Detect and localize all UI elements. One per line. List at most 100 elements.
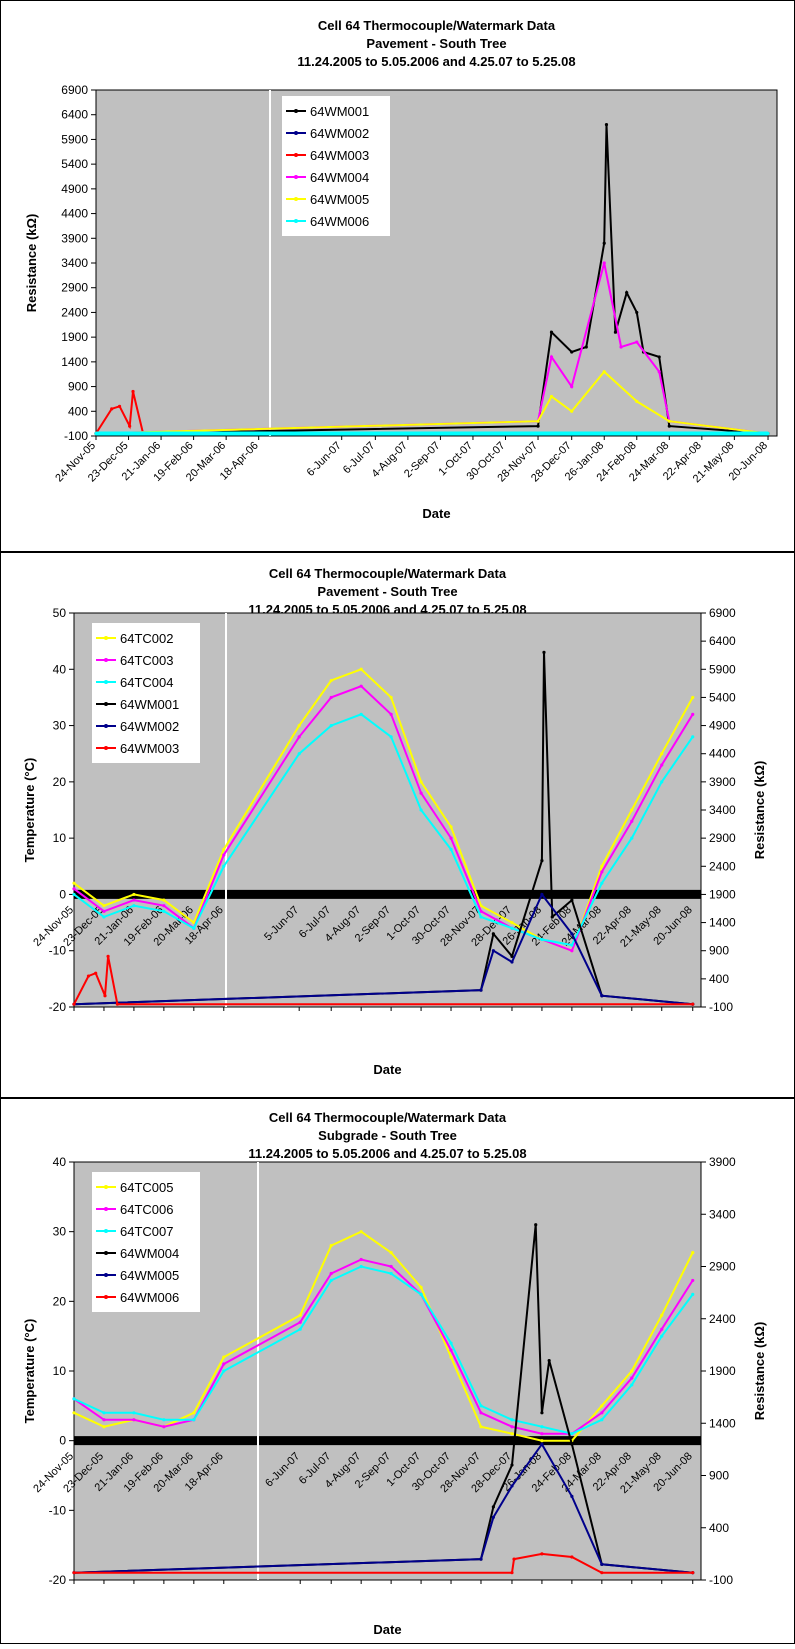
- data-point-64TC006: [329, 1271, 333, 1276]
- legend-marker: [294, 131, 298, 135]
- chart-subtitle: Subgrade - South Tree: [318, 1128, 457, 1143]
- data-point-64WM006: [766, 431, 770, 436]
- y-axis-label: Resistance (kΩ): [24, 214, 39, 313]
- data-point-64WM002: [479, 988, 483, 992]
- data-point-64TC004: [479, 915, 483, 919]
- data-point-64TC002: [102, 904, 106, 908]
- data-point-64TC007: [132, 1411, 136, 1415]
- data-point-64TC007: [329, 1278, 333, 1283]
- data-point-64TC003: [132, 898, 136, 902]
- legend-label: 64TC007: [120, 1224, 173, 1239]
- data-point-64TC002: [132, 892, 136, 897]
- data-point-64TC007: [660, 1334, 664, 1338]
- data-point-64WM003: [115, 1002, 119, 1006]
- y2-tick-label: 900: [709, 944, 729, 958]
- y2-axis-label: Resistance (kΩ): [752, 1322, 767, 1421]
- data-point-64WM001: [667, 424, 671, 428]
- legend: 64TC002 64TC003 64TC004 64WM001 64WM002 64WM0…: [92, 623, 200, 763]
- data-point-64TC002: [600, 864, 604, 868]
- x-tick-label: 6-Jun-07: [305, 440, 344, 479]
- chart-title: Cell 64 Thermocouple/Watermark Data: [269, 1110, 507, 1125]
- data-point-64TC002: [419, 780, 423, 784]
- data-point-64WM003: [128, 424, 132, 428]
- y2-tick-label: 3900: [709, 775, 736, 789]
- data-point-64WM003: [131, 389, 135, 394]
- data-point-64WM003: [94, 971, 98, 975]
- legend-label: 64WM003: [310, 148, 369, 163]
- y-tick-label: 40: [53, 662, 67, 676]
- data-point-64TC002: [162, 898, 166, 902]
- data-point-64TC005: [449, 1355, 453, 1359]
- data-point-64TC005: [691, 1250, 695, 1255]
- y2-tick-label: 6400: [709, 634, 736, 648]
- data-point-64TC005: [72, 1411, 76, 1415]
- data-point-64TC007: [540, 1425, 544, 1429]
- data-point-64TC006: [540, 1432, 544, 1436]
- data-point-64TC006: [222, 1362, 226, 1366]
- data-point-64WM006: [691, 1571, 695, 1575]
- legend-marker: [104, 636, 108, 640]
- data-point-64TC003: [329, 695, 333, 700]
- y-tick-label: -20: [49, 1573, 67, 1587]
- series-line-64TC007: [73, 1265, 694, 1435]
- data-point-64WM003: [72, 1002, 76, 1006]
- y-tick-label: -100: [64, 429, 88, 443]
- data-point-64WM004: [570, 1442, 574, 1446]
- y2-tick-label: 2400: [709, 1312, 736, 1326]
- data-point-64WM001: [635, 310, 639, 315]
- data-point-64TC005: [329, 1244, 333, 1248]
- legend-marker: [104, 1295, 108, 1299]
- data-point-64TC007: [570, 1432, 574, 1436]
- chart-subtitle: Pavement - South Tree: [317, 584, 457, 599]
- y2-tick-label: -100: [709, 1000, 733, 1014]
- data-point-64TC003: [630, 819, 634, 823]
- data-point-64WM001: [625, 291, 629, 295]
- data-point-64TC004: [102, 915, 106, 919]
- data-point-64TC005: [419, 1285, 423, 1289]
- data-point-64TC004: [132, 904, 136, 908]
- data-point-64TC002: [192, 920, 196, 925]
- y-tick-label: 2400: [61, 305, 88, 319]
- data-point-64WM006: [600, 1571, 604, 1575]
- data-point-64WM006: [72, 1571, 76, 1575]
- legend-marker: [104, 724, 108, 728]
- data-point-64WM005: [536, 419, 540, 423]
- data-point-64TC003: [389, 712, 393, 716]
- y2-tick-label: 1900: [709, 1364, 736, 1378]
- data-point-64TC006: [510, 1425, 514, 1429]
- data-point-64TC002: [691, 695, 695, 700]
- legend-marker: [294, 197, 298, 201]
- data-point-64TC006: [691, 1278, 695, 1283]
- data-point-64TC005: [510, 1432, 514, 1436]
- y-tick-label: -20: [49, 1000, 67, 1014]
- legend-marker: [294, 175, 298, 179]
- y-tick-label: 6900: [61, 83, 88, 97]
- data-point-64TC002: [630, 808, 634, 812]
- y2-tick-label: 3900: [709, 1155, 736, 1169]
- data-point-64WM003: [691, 1002, 695, 1006]
- series-line-64WM005: [73, 1442, 693, 1574]
- data-point-64TC006: [162, 1425, 166, 1429]
- y2-tick-label: 5400: [709, 690, 736, 704]
- legend-marker: [104, 702, 108, 706]
- data-point-64TC002: [359, 667, 363, 671]
- data-point-64TC007: [192, 1418, 196, 1422]
- y2-tick-label: 3400: [709, 803, 736, 817]
- data-point-64WM002: [491, 949, 495, 953]
- legend-label: 64WM001: [120, 697, 179, 712]
- legend: 64WM001 64WM002 64WM003 64WM004 64WM005 64WM0…: [282, 96, 390, 236]
- data-point-64TC004: [359, 712, 363, 716]
- legend-label: 64WM005: [120, 1268, 179, 1283]
- y-tick-label: 4900: [61, 182, 88, 196]
- data-point-64TC004: [162, 909, 166, 913]
- y-tick-label: 0: [59, 887, 66, 901]
- legend-marker: [104, 746, 108, 750]
- data-point-64TC004: [691, 735, 695, 739]
- legend-marker: [294, 109, 298, 113]
- chart-date-range: 11.24.2005 to 5.05.2006 and 4.25.07 to 5…: [297, 54, 575, 69]
- data-point-64WM005: [491, 1515, 495, 1519]
- data-point-64TC006: [479, 1411, 483, 1415]
- series-line-64WM002: [73, 892, 693, 1006]
- data-point-64TC007: [298, 1327, 302, 1331]
- data-point-64WM005: [540, 1442, 544, 1446]
